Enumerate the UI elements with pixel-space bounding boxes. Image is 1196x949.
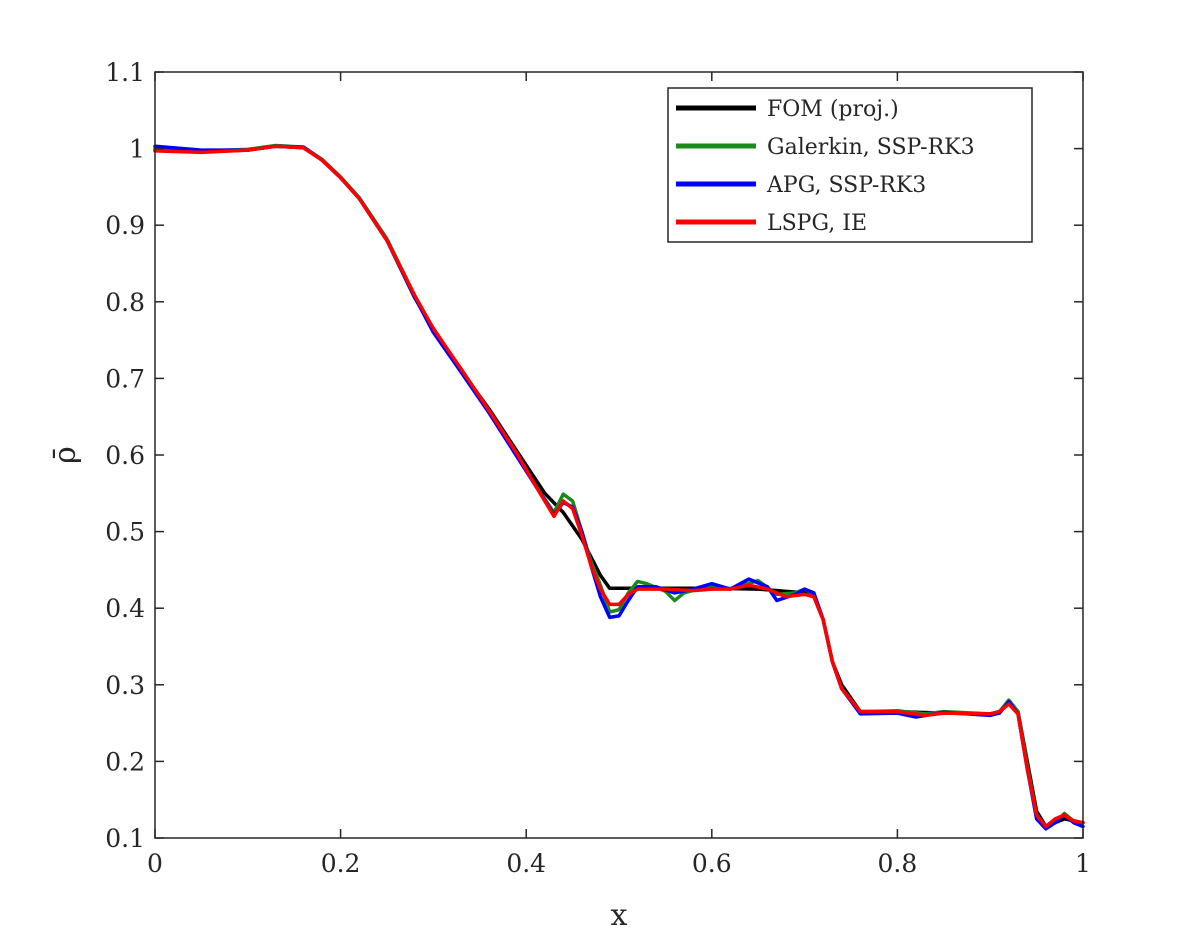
x-tick-label: 0.2 bbox=[321, 849, 361, 878]
legend-label: FOM (proj.) bbox=[767, 97, 899, 122]
x-tick-label: 0.8 bbox=[878, 849, 918, 878]
legend: FOM (proj.) Galerkin, SSP-RK3 APG, SSP-RK3… bbox=[667, 87, 1033, 243]
y-tick-label: 0.9 bbox=[105, 211, 145, 240]
legend-label: LSPG, IE bbox=[767, 211, 867, 236]
y-tick-label: 0.1 bbox=[105, 824, 145, 853]
y-tick-label: 0.5 bbox=[105, 518, 145, 547]
y-axis-label: ρ̄ bbox=[48, 446, 83, 464]
x-tick-label: 1 bbox=[1075, 849, 1091, 878]
series-layer bbox=[153, 143, 1085, 831]
legend-label: APG, SSP-RK3 bbox=[766, 173, 926, 198]
y-tick-label: 0.2 bbox=[105, 747, 145, 776]
y-tick-label: 1.1 bbox=[105, 58, 145, 87]
y-tick-label: 0.8 bbox=[105, 288, 145, 317]
x-axis-label: x bbox=[611, 898, 628, 933]
axis-ticks: 0 0.2 0.4 0.6 0.8 1 0.1 0.2 0.3 0.4 0.5 0.6 0.7 0.8 0.… bbox=[105, 58, 1091, 878]
y-tick-label: 1 bbox=[129, 135, 145, 164]
legend-entries: FOM (proj.) Galerkin, SSP-RK3 APG, SSP-RK3… bbox=[676, 97, 975, 236]
y-tick-label: 0.7 bbox=[105, 364, 145, 393]
x-tick-label: 0.6 bbox=[692, 849, 732, 878]
y-tick-label: 0.4 bbox=[105, 594, 145, 623]
x-tick-label: 0.4 bbox=[506, 849, 546, 878]
y-tick-label: 0.3 bbox=[105, 671, 145, 700]
series-line-4 bbox=[153, 144, 1085, 829]
legend-label: Galerkin, SSP-RK3 bbox=[767, 135, 975, 160]
y-tick-label: 0.6 bbox=[105, 441, 145, 470]
legend-box bbox=[667, 87, 1033, 243]
x-tick-label: 0 bbox=[147, 849, 163, 878]
